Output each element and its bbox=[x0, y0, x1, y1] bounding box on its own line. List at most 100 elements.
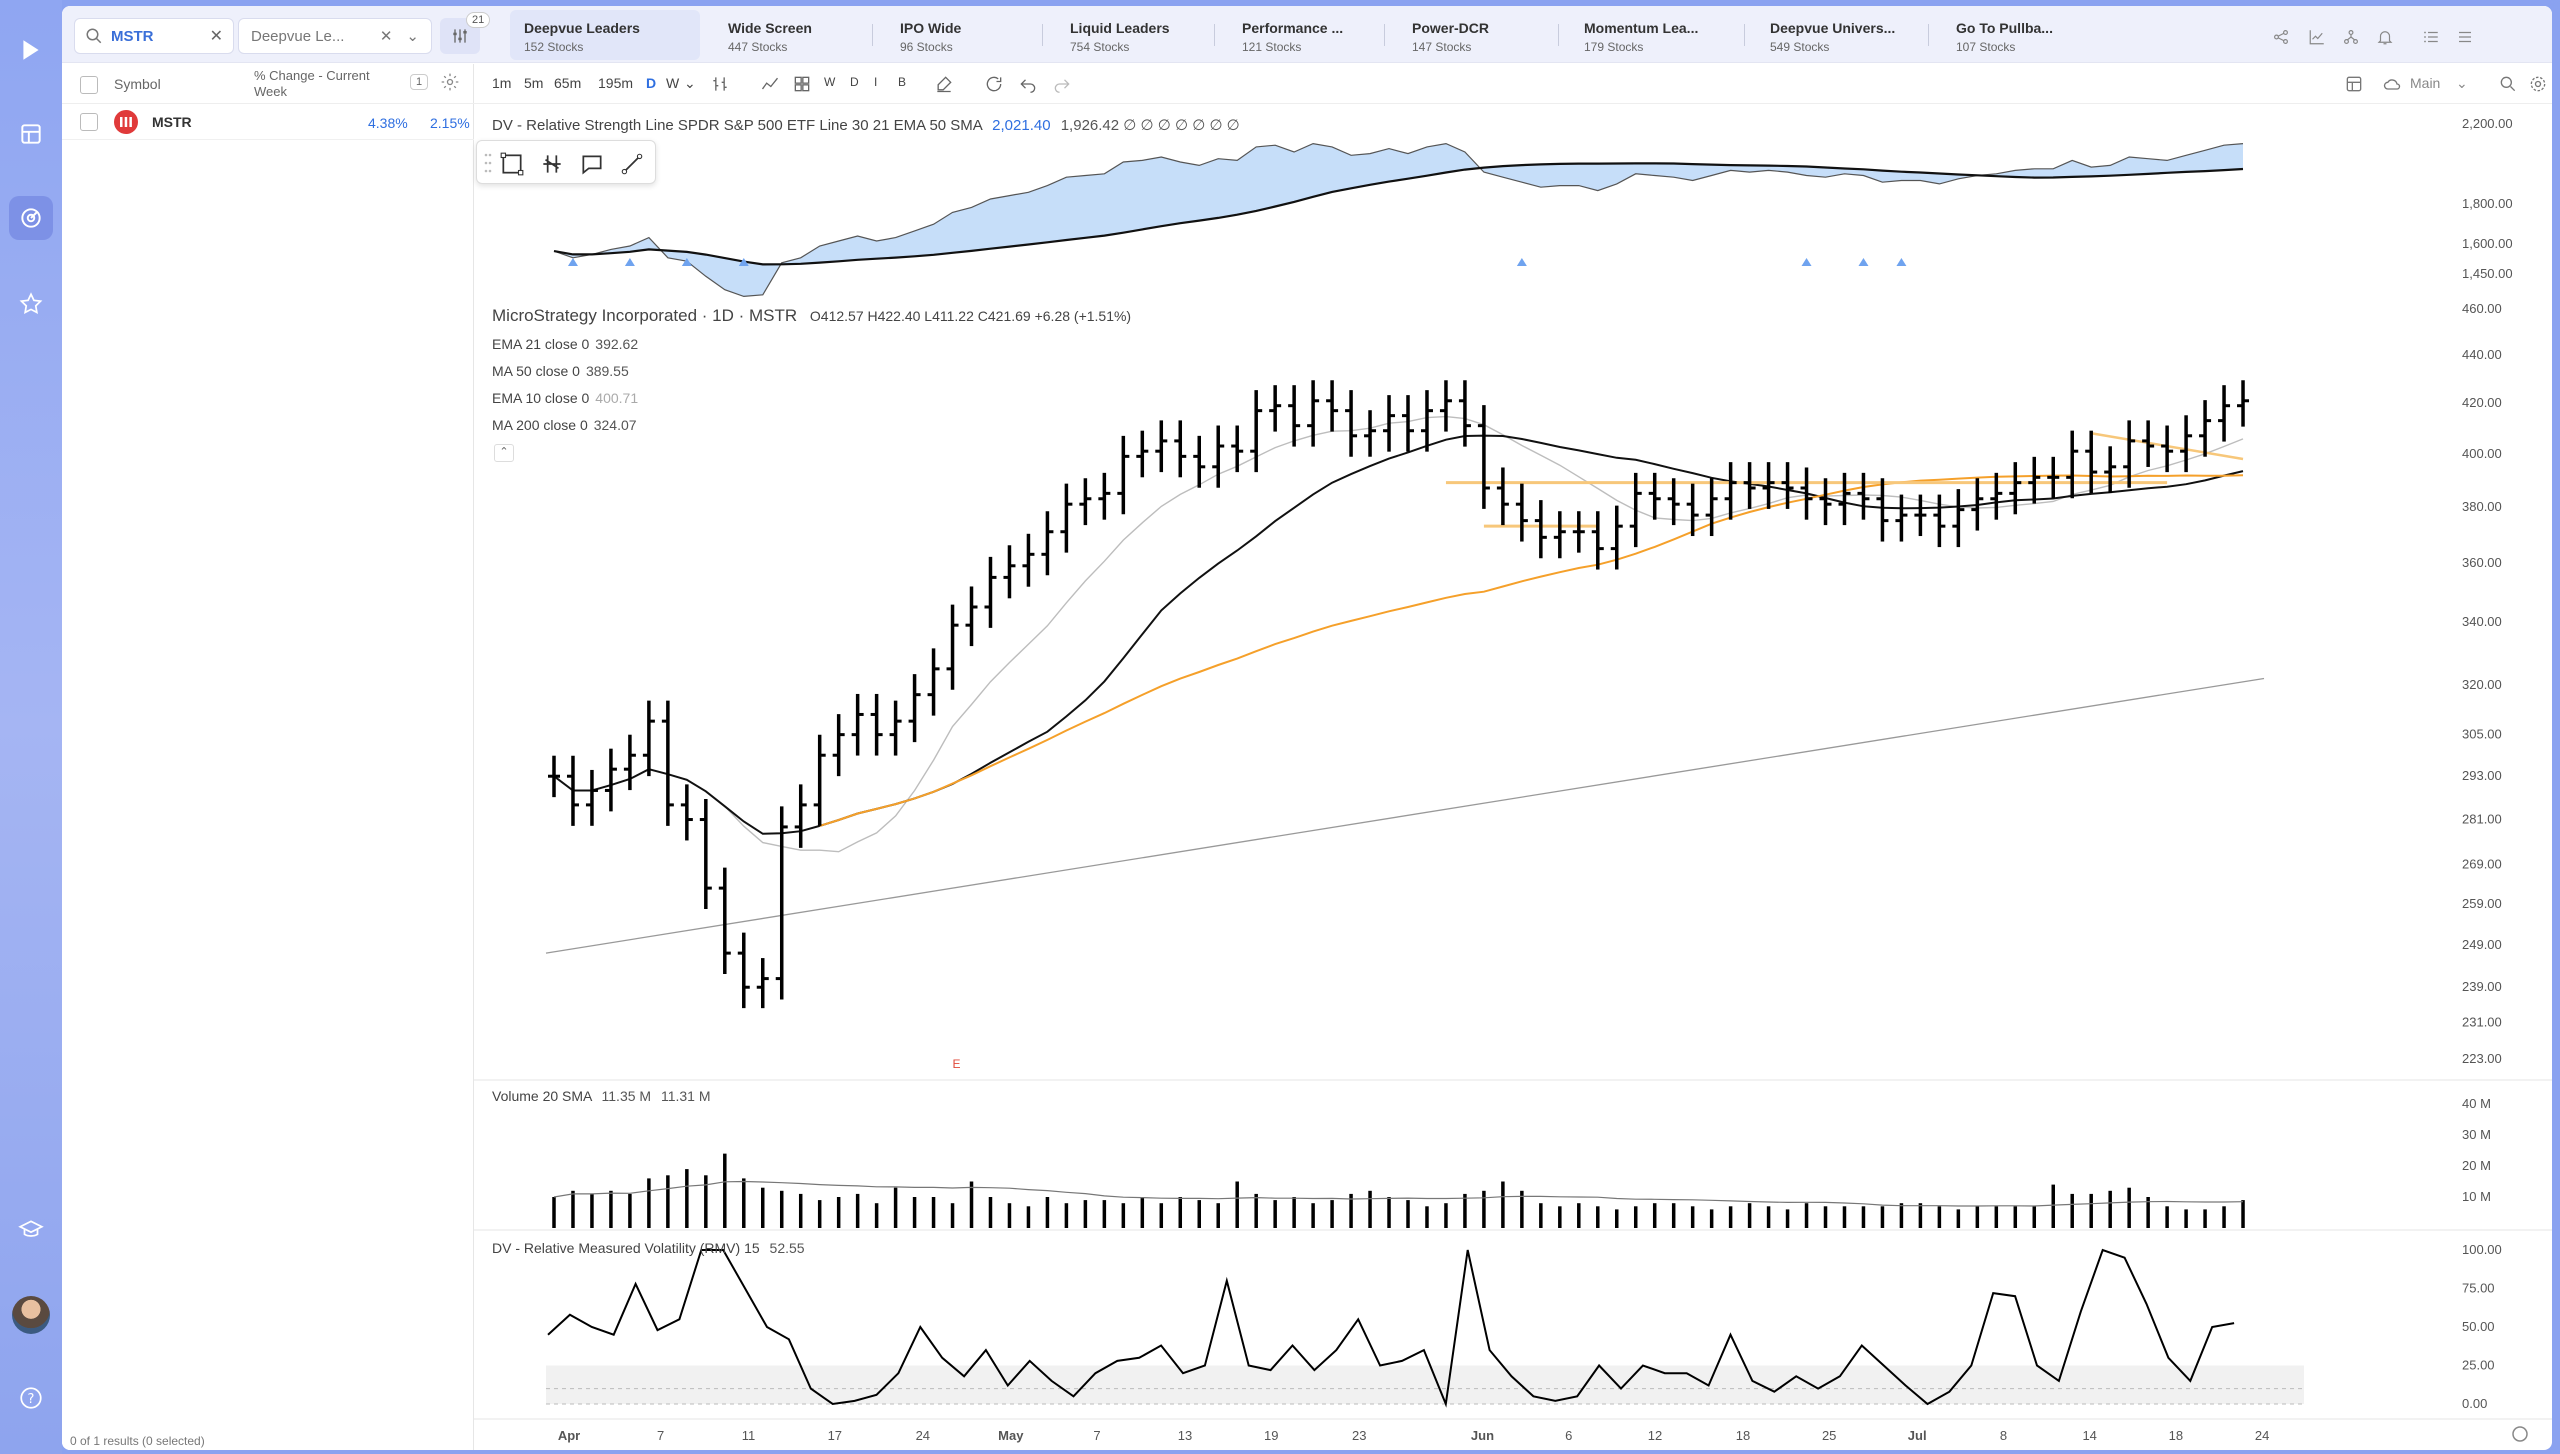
interval-weekly[interactable]: W bbox=[666, 75, 680, 91]
list-view-icon[interactable] bbox=[2418, 24, 2444, 50]
network-icon[interactable] bbox=[2338, 24, 2364, 50]
tab-liquid-leaders[interactable]: Liquid Leaders 754 Stocks bbox=[1056, 10, 1184, 60]
interval-daily[interactable]: D bbox=[646, 75, 657, 91]
tab-divider bbox=[1558, 24, 1559, 46]
zoom-icon[interactable] bbox=[2498, 74, 2518, 94]
chart-canvas[interactable]: 460.00 440.00 420.00 400.00 380.00 360.00 340.… bbox=[474, 104, 2552, 1450]
x-axis-label: 14 bbox=[2082, 1428, 2096, 1443]
rs-value-2: 1,926.42 ∅ ∅ ∅ ∅ ∅ ∅ ∅ bbox=[1060, 117, 1240, 134]
share-icon[interactable] bbox=[2268, 24, 2294, 50]
cloud-icon[interactable] bbox=[2382, 74, 2402, 94]
interval-1m[interactable]: 1m bbox=[492, 75, 512, 91]
layout-chevron-icon[interactable]: ⌄ bbox=[2456, 75, 2468, 91]
rs-legend: DV - Relative Strength Line SPDR S&P 500… bbox=[492, 116, 1240, 134]
tab-count: 179 Stocks bbox=[1584, 40, 1644, 54]
tab-deepvue-universe[interactable]: Deepvue Univers... 549 Stocks bbox=[1756, 10, 1909, 60]
change-column-header[interactable]: % Change - Current Week bbox=[254, 68, 370, 99]
indicator-ema21[interactable]: EMA 21 close 0 392.62 bbox=[492, 336, 638, 352]
indicator-ema10[interactable]: EMA 10 close 0 400.71 bbox=[492, 390, 638, 406]
indicators-icon[interactable] bbox=[760, 74, 780, 94]
layout-icon[interactable] bbox=[2344, 74, 2364, 94]
tab-divider bbox=[1214, 24, 1215, 46]
tab-momentum-leaders[interactable]: Momentum Lea... 179 Stocks bbox=[1570, 10, 1712, 60]
drag-handle-icon[interactable] bbox=[483, 151, 493, 175]
clear-search-icon[interactable]: ✕ bbox=[209, 28, 223, 45]
period-intraday-button[interactable]: I bbox=[874, 75, 878, 89]
chart-area[interactable]: 460.00 440.00 420.00 400.00 380.00 360.00 340.… bbox=[474, 104, 2552, 1450]
tab-divider bbox=[872, 24, 873, 46]
tab-wide-screen[interactable]: Wide Screen 447 Stocks bbox=[714, 10, 826, 60]
tab-deepvue-leaders[interactable]: Deepvue Leaders 152 Stocks bbox=[510, 10, 700, 60]
tab-count: 96 Stocks bbox=[900, 40, 953, 54]
clear-list-icon[interactable]: ✕ bbox=[379, 28, 393, 45]
search-input[interactable] bbox=[111, 27, 191, 45]
logo-icon[interactable] bbox=[9, 28, 53, 72]
chart-icon[interactable] bbox=[2304, 24, 2330, 50]
collapse-legend-button[interactable]: ⌃ bbox=[494, 444, 514, 462]
watchlist-dropdown[interactable]: Deepvue Le... ✕ ⌄ bbox=[238, 18, 432, 54]
rs-new-high-marker bbox=[567, 258, 578, 266]
row-checkbox[interactable] bbox=[80, 113, 98, 131]
rs-line bbox=[553, 142, 2244, 298]
rs-axis-label: 2,200.00 bbox=[2462, 116, 2513, 131]
x-axis-label: 6 bbox=[1565, 1428, 1572, 1443]
select-all-checkbox[interactable] bbox=[80, 76, 98, 94]
indicator-ma200[interactable]: MA 200 close 0 324.07 bbox=[492, 417, 637, 433]
star-icon[interactable] bbox=[9, 282, 53, 326]
period-weekly-button[interactable]: W bbox=[824, 75, 836, 89]
indicator-value: 392.62 bbox=[595, 336, 639, 352]
indicator-ma50[interactable]: MA 50 close 0 389.55 bbox=[492, 363, 629, 379]
rectangle-tool-icon[interactable] bbox=[499, 151, 525, 177]
bar-style-icon[interactable] bbox=[710, 74, 730, 94]
trendline-tool-icon[interactable] bbox=[619, 151, 645, 177]
tab-performance[interactable]: Performance ... 121 Stocks bbox=[1228, 10, 1357, 60]
search-box[interactable]: ✕ bbox=[74, 18, 234, 54]
chart-toolbar: 1m 5m 65m 195m D W ⌄ W D I B Main ⌄ bbox=[474, 64, 2552, 104]
tab-ipo-wide[interactable]: IPO Wide 96 Stocks bbox=[886, 10, 975, 60]
x-axis-label: 23 bbox=[1352, 1428, 1366, 1443]
learn-icon[interactable] bbox=[9, 1208, 53, 1252]
x-axis-label: 13 bbox=[1178, 1428, 1192, 1443]
redo-icon[interactable] bbox=[1052, 74, 1072, 94]
price-axis-label: 380.00 bbox=[2462, 499, 2502, 514]
interval-chevron-icon[interactable]: ⌄ bbox=[684, 75, 696, 91]
rs-new-high-marker bbox=[1801, 258, 1812, 266]
chevron-down-icon[interactable]: ⌄ bbox=[406, 28, 419, 45]
settings-icon[interactable] bbox=[440, 72, 464, 96]
period-b-button[interactable]: B bbox=[898, 75, 907, 89]
interval-65m[interactable]: 65m bbox=[554, 75, 582, 91]
tab-go-to-pullback[interactable]: Go To Pullba... 107 Stocks bbox=[1942, 10, 2067, 60]
scanner-icon[interactable] bbox=[9, 196, 53, 240]
tab-count: 447 Stocks bbox=[728, 40, 788, 54]
tab-divider bbox=[1384, 24, 1385, 46]
rs-new-high-marker bbox=[1896, 258, 1907, 266]
rs-axis-label: 1,800.00 bbox=[2462, 196, 2513, 211]
price-axis-label: 340.00 bbox=[2462, 614, 2502, 629]
layout-grid-icon[interactable] bbox=[792, 74, 812, 94]
bell-icon[interactable] bbox=[2372, 24, 2398, 50]
comment-tool-icon[interactable] bbox=[579, 151, 605, 177]
fib-tool-icon[interactable] bbox=[539, 151, 565, 177]
ma50-line bbox=[819, 474, 2244, 827]
help-icon[interactable]: ? bbox=[9, 1376, 53, 1420]
dashboard-icon[interactable] bbox=[9, 112, 53, 156]
tab-power-dcr[interactable]: Power-DCR 147 Stocks bbox=[1398, 10, 1503, 60]
indicator-label: EMA 21 close 0 bbox=[492, 336, 590, 352]
refresh-icon[interactable] bbox=[984, 74, 1004, 94]
menu-icon[interactable] bbox=[2452, 24, 2478, 50]
rmv-value: 52.55 bbox=[769, 1240, 805, 1256]
x-axis-label: 11 bbox=[742, 1428, 756, 1443]
chart-settings-icon[interactable] bbox=[2528, 74, 2548, 94]
interval-195m[interactable]: 195m bbox=[598, 75, 634, 91]
symbol-column-header[interactable]: Symbol bbox=[114, 76, 161, 92]
layout-name[interactable]: Main bbox=[2410, 75, 2441, 91]
tab-title: Wide Screen bbox=[728, 20, 812, 36]
interval-5m[interactable]: 5m bbox=[524, 75, 544, 91]
watchlist-row[interactable]: MSTR 4.38% 2.15% bbox=[62, 104, 474, 140]
period-daily-button[interactable]: D bbox=[850, 75, 859, 89]
undo-icon[interactable] bbox=[1018, 74, 1038, 94]
price-axis-label: 360.00 bbox=[2462, 555, 2502, 570]
volume-axis-label: 20 M bbox=[2462, 1158, 2491, 1173]
avatar[interactable] bbox=[12, 1296, 50, 1334]
eraser-icon[interactable] bbox=[934, 74, 954, 94]
